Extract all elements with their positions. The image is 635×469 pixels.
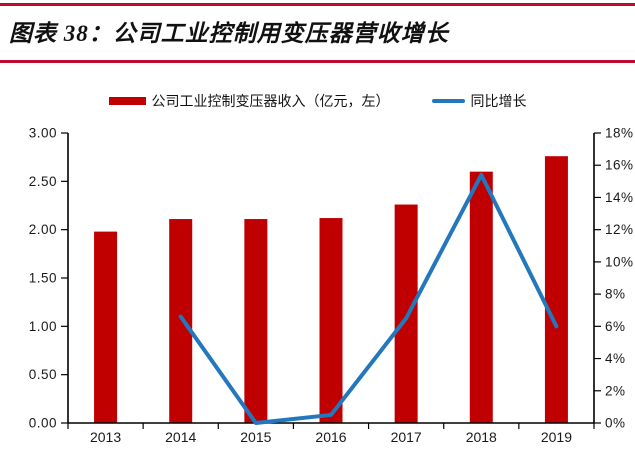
- title-bottom-rule: [0, 60, 635, 63]
- right-axis-label: 12%: [605, 222, 634, 237]
- legend-label-revenue: 公司工业控制变压器收入（亿元，左）: [151, 95, 390, 110]
- bar-2013: [94, 231, 118, 423]
- x-axis-label-2015: 2015: [240, 429, 271, 445]
- bar-2017: [394, 204, 418, 423]
- left-axis-label: 0.00: [29, 416, 57, 431]
- x-axis-label-2019: 2019: [541, 429, 572, 445]
- right-axis-label: 4%: [605, 351, 626, 366]
- growth-line: [178, 172, 559, 425]
- right-axis-label: 10%: [605, 254, 634, 269]
- bar-2014: [169, 219, 193, 423]
- x-axis-label-2017: 2017: [391, 429, 422, 445]
- chart-legend: 公司工业控制变压器收入（亿元，左） 同比增长: [0, 91, 635, 111]
- legend-item-revenue: 公司工业控制变压器收入（亿元，左）: [108, 91, 390, 111]
- chart-canvas: 3.00 2.50 2.00 1.50 1.00 0.50 0.00 18% 16% 14% 12%…: [29, 126, 634, 446]
- bar-2016: [319, 218, 343, 423]
- right-axis-label: 8%: [605, 287, 626, 302]
- right-axis-label: 18%: [605, 126, 634, 141]
- left-axis-label: 0.50: [29, 367, 57, 382]
- legend-label-growth: 同比增长: [470, 95, 527, 110]
- right-axis-label: 6%: [605, 319, 626, 334]
- legend-item-growth: 同比增长: [431, 91, 527, 111]
- left-axis-label: 2.00: [29, 222, 57, 237]
- revenue-bar-swatch: [108, 97, 146, 105]
- x-axis-label-2018: 2018: [466, 429, 497, 445]
- title-top-rule: [0, 3, 635, 6]
- left-axis-label: 1.00: [29, 319, 57, 334]
- bar-2018: [469, 171, 493, 423]
- right-axis-label: 2%: [605, 383, 626, 398]
- bar-2019: [544, 156, 568, 423]
- right-axis-label: 0%: [605, 416, 626, 431]
- left-axis-label: 2.50: [29, 174, 57, 189]
- right-axis-label: 14%: [605, 190, 634, 205]
- bar-2015: [244, 219, 268, 423]
- x-axis-label-2013: 2013: [90, 429, 121, 445]
- chart-title: 图表 38：公司工业控制用变压器营收增长: [9, 21, 449, 46]
- left-axis-label: 1.50: [29, 271, 57, 286]
- x-axis-label-2014: 2014: [165, 429, 196, 445]
- x-axis-label-2016: 2016: [315, 429, 346, 445]
- left-axis-label: 3.00: [29, 126, 57, 141]
- right-axis-label: 16%: [605, 158, 634, 173]
- growth-line-swatch: [431, 99, 465, 103]
